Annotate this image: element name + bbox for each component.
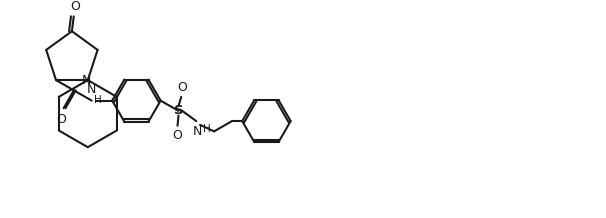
- Text: H: H: [95, 95, 102, 105]
- Text: O: O: [173, 129, 182, 143]
- Text: N: N: [193, 125, 202, 138]
- Text: O: O: [70, 0, 79, 13]
- Text: O: O: [177, 81, 187, 94]
- Text: S: S: [174, 104, 183, 117]
- Text: N: N: [87, 83, 96, 96]
- Text: H: H: [203, 124, 210, 134]
- Text: O: O: [56, 113, 65, 126]
- Text: N: N: [82, 74, 92, 87]
